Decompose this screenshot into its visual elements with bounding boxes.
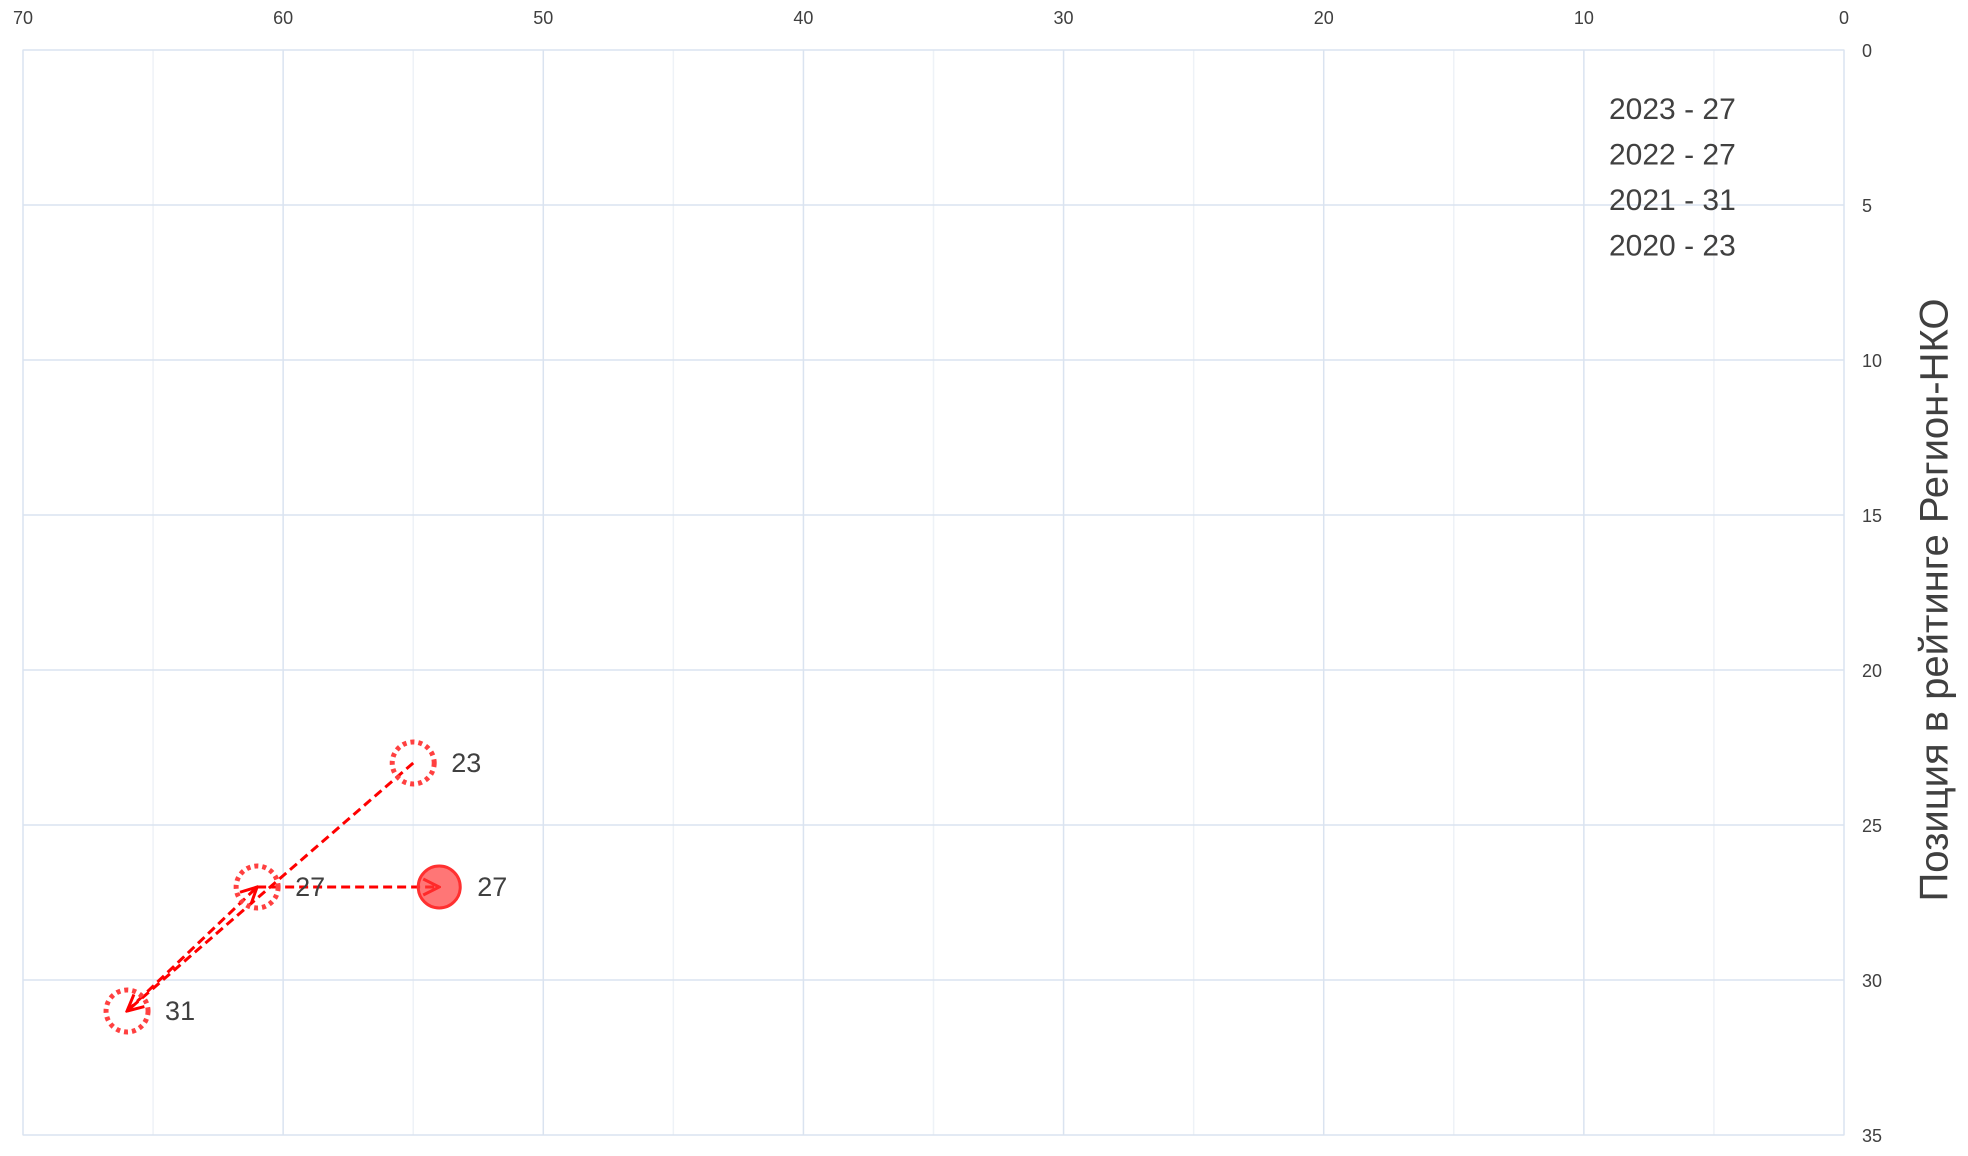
trajectory-arrow bbox=[127, 761, 415, 1011]
y-tick-label: 15 bbox=[1862, 506, 1882, 526]
y-tick-label: 0 bbox=[1862, 41, 1872, 61]
annotation: 2020 - 23 bbox=[1609, 229, 1736, 262]
x-tick-label: 0 bbox=[1839, 8, 1849, 28]
y-tick-label: 5 bbox=[1862, 196, 1872, 216]
point bbox=[103, 987, 151, 1035]
x-tick-label: 70 bbox=[13, 8, 33, 28]
y-tick-label: 10 bbox=[1862, 351, 1882, 371]
y-axis-title: Позиция в рейтинге Регион-НКО bbox=[1913, 299, 1957, 902]
point bbox=[416, 864, 462, 910]
point bbox=[233, 863, 281, 911]
x-tick-label: 50 bbox=[533, 8, 553, 28]
point bbox=[389, 739, 437, 787]
x-tick-label: 10 bbox=[1574, 8, 1594, 28]
x-tick-label: 20 bbox=[1314, 8, 1334, 28]
point-label: 31 bbox=[165, 996, 195, 1026]
y-tick-label: 20 bbox=[1862, 661, 1882, 681]
point-label: 27 bbox=[477, 872, 507, 902]
y-tick-label: 30 bbox=[1862, 971, 1882, 991]
x-tick-label: 30 bbox=[1054, 8, 1074, 28]
point-label: 27 bbox=[295, 872, 325, 902]
trajectory-arrow bbox=[126, 887, 257, 1013]
y-tick-label: 25 bbox=[1862, 816, 1882, 836]
point-label: 23 bbox=[451, 748, 481, 778]
annotation: 2023 - 27 bbox=[1609, 93, 1736, 126]
y-tick-label: 35 bbox=[1862, 1126, 1882, 1146]
x-tick-label: 40 bbox=[793, 8, 813, 28]
x-tick-label: 60 bbox=[273, 8, 293, 28]
annotation: 2021 - 31 bbox=[1609, 184, 1736, 217]
annotation: 2022 - 27 bbox=[1609, 138, 1736, 171]
